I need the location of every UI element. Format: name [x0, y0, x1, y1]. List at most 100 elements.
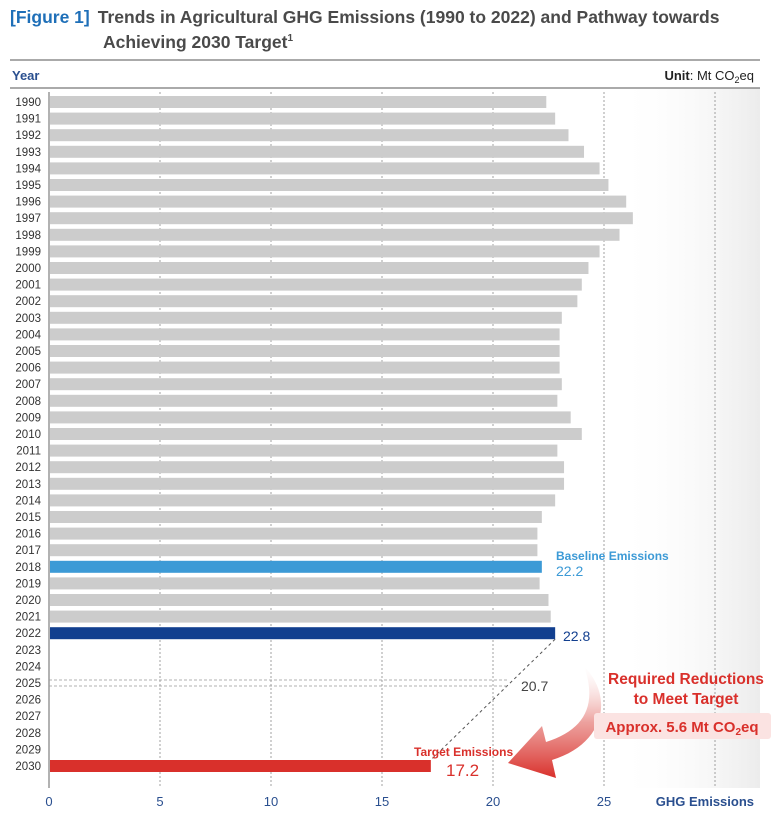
bar-2013	[50, 477, 565, 490]
y-tick-label: 2019	[15, 578, 41, 590]
reduction-arrow	[508, 666, 602, 778]
midpoint-value: 20.7	[521, 678, 548, 694]
reduction-amount-suffix: eq	[741, 719, 759, 736]
bar-2015	[50, 511, 542, 523]
bar-1992	[50, 129, 569, 142]
y-tick-label: 2001	[15, 280, 41, 292]
bar-1998	[50, 228, 620, 241]
bar-2007	[50, 378, 562, 391]
bar-2005	[50, 345, 560, 357]
y-tick-label: 2014	[15, 495, 41, 507]
y-tick-label: 1995	[15, 180, 41, 192]
bar-2014	[50, 494, 556, 507]
y-tick-label: 2021	[15, 612, 41, 624]
bar-2012	[50, 461, 565, 474]
bar-2020	[50, 594, 549, 606]
y-tick-label: 2015	[15, 512, 41, 524]
bar-2021	[50, 610, 551, 623]
bar-2006	[50, 361, 560, 374]
reduction-amount-prefix: Approx. 5.6 Mt CO	[605, 719, 735, 736]
y-tick-label: 2029	[15, 744, 41, 756]
unit-label-key: Unit	[664, 68, 690, 83]
y-tick-label: 2013	[15, 479, 41, 491]
bar-2030	[50, 760, 431, 772]
label-layer: 1990 1991 1992 1993 1994 1995 1996 1997 1998 1999…	[15, 97, 41, 773]
bar-1991	[50, 112, 556, 125]
unit-colon: :	[690, 68, 697, 83]
bar-2004	[50, 328, 560, 341]
y-tick-label: 2016	[15, 529, 41, 541]
y-tick-label: 2004	[15, 329, 41, 341]
y-tick-label: 2007	[15, 379, 41, 391]
bar-2019	[50, 577, 540, 590]
title-line-2: Achieving 2030 Target1	[10, 28, 760, 53]
bar-2022	[50, 627, 556, 640]
bar-2001	[50, 278, 582, 291]
reduction-amount: Approx. 5.6 Mt CO2eq	[605, 719, 758, 738]
y-tick-label: 2006	[15, 363, 41, 375]
y-tick-label: 1993	[15, 147, 41, 159]
bar-1997	[50, 212, 633, 225]
y-tick-label: 2020	[15, 595, 41, 607]
y-tick-label: 1999	[15, 246, 41, 258]
bar-2018	[50, 560, 542, 573]
x-tick-label: 15	[375, 794, 389, 809]
bar-2002	[50, 295, 578, 308]
y-axis-label: Year	[12, 68, 39, 83]
reduction-line-1: Required Reductions	[608, 671, 764, 688]
unit-label: Unit: Mt CO2eq	[664, 68, 754, 85]
bar-2009	[50, 411, 571, 424]
bar-1996	[50, 195, 627, 208]
latest-value: 22.8	[563, 628, 590, 644]
x-tick-label: 20	[486, 794, 500, 809]
y-tick-label: 2000	[15, 263, 41, 275]
baseline-label: Baseline Emissions	[556, 549, 669, 563]
bar-2016	[50, 527, 538, 540]
bars-layer	[49, 96, 633, 772]
y-tick-label: 2017	[15, 545, 41, 557]
unit-label-value: Mt CO	[697, 68, 735, 83]
title-text-2: Achieving 2030 Target	[103, 31, 288, 52]
y-tick-label: 2008	[15, 396, 41, 408]
y-tick-label: 2002	[15, 296, 41, 308]
reduction-amount-sub: 2	[735, 727, 741, 738]
bar-2017	[50, 544, 538, 557]
y-tick-label: 2027	[15, 711, 41, 723]
y-tick-label: 2012	[15, 462, 41, 474]
y-tick-label: 2025	[15, 678, 41, 690]
unit-suffix: eq	[740, 68, 754, 83]
bar-2000	[50, 262, 589, 274]
y-tick-label: 2022	[15, 628, 41, 640]
unit-subscript: 2	[735, 75, 740, 85]
target-label: Target Emissions	[414, 745, 513, 759]
y-tick-label: 1997	[15, 213, 41, 225]
bar-1993	[50, 145, 585, 158]
bar-2008	[50, 394, 558, 407]
x-tick-label: 5	[156, 794, 163, 809]
footnote-mark: 1	[287, 33, 294, 44]
y-tick-label: 2009	[15, 412, 41, 424]
x-tick-label: 10	[264, 794, 278, 809]
y-tick-label: 1996	[15, 197, 41, 209]
x-axis-label: GHG Emissions	[656, 794, 754, 809]
y-tick-label: 2010	[15, 429, 41, 441]
baseline-value: 22.2	[556, 563, 583, 579]
y-tick-label: 2026	[15, 695, 41, 707]
reduction-line-2: to Meet Target	[634, 691, 739, 708]
bar-2010	[50, 428, 582, 440]
bar-1999	[50, 245, 600, 258]
title-text-1: Trends in Agricultural GHG Emissions (19…	[97, 7, 720, 27]
y-tick-label: 2028	[15, 728, 41, 740]
chart-title: [Figure 1] Trends in Agricultural GHG Emi…	[10, 6, 760, 53]
y-tick-label: 1992	[15, 130, 41, 142]
bar-1994	[50, 162, 600, 175]
bar-1990	[50, 96, 547, 108]
y-tick-label: 2023	[15, 645, 41, 657]
y-tick-label: 2011	[16, 446, 41, 458]
y-tick-label: 2024	[15, 661, 41, 673]
y-tick-label: 2003	[15, 313, 41, 325]
bar-2011	[50, 444, 558, 457]
y-tick-label: 1994	[15, 163, 41, 175]
y-tick-label: 2030	[15, 761, 41, 773]
